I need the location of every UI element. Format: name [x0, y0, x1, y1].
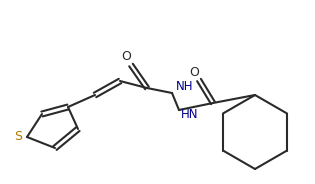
Text: HN: HN [181, 109, 198, 121]
Text: O: O [189, 66, 199, 79]
Text: NH: NH [176, 79, 193, 93]
Text: O: O [121, 50, 131, 63]
Text: S: S [14, 130, 22, 144]
